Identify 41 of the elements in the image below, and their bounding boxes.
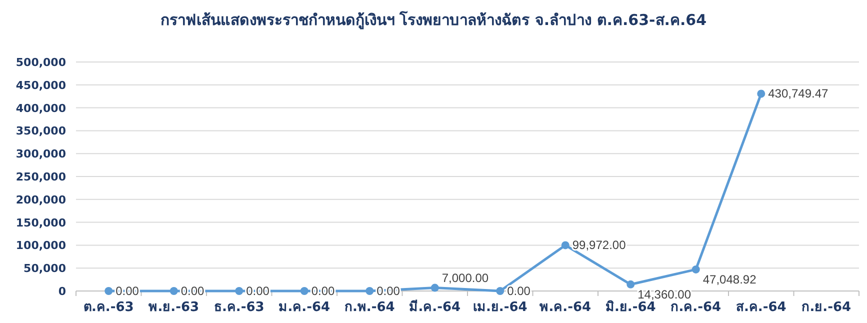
x-tick-label: ก.พ.-64 (344, 300, 395, 315)
data-label: 14,360.00 (638, 287, 692, 302)
point (692, 265, 700, 274)
data-label: 0.00 (507, 284, 531, 298)
x-tick-label: พ.ค.-64 (540, 300, 592, 315)
point (561, 241, 570, 250)
point (235, 287, 244, 295)
point (496, 287, 504, 295)
x-tick-label: พ.ย.-63 (148, 300, 200, 315)
y-tick-label: 450,000 (16, 78, 66, 92)
y-tick-label: 50,000 (24, 262, 66, 276)
y-tick-label: 0 (58, 285, 66, 298)
point (170, 287, 178, 295)
data-label: 99,972.00 (572, 238, 626, 252)
data-label: 430,749.47 (768, 86, 829, 101)
y-tick-label: 100,000 (16, 239, 66, 252)
x-tick-label: ก.ค.-64 (670, 300, 722, 315)
data-label: 7,000.00 (442, 270, 489, 285)
y-tick-label: 500,000 (16, 56, 66, 69)
x-tick-label: มิ.ย.-64 (605, 300, 656, 315)
x-tick-label: ก.ย.-64 (802, 300, 852, 315)
point (366, 287, 374, 295)
y-tick-label: 150,000 (16, 216, 66, 230)
x-tick-label: มี.ค.-64 (409, 299, 461, 315)
x-tick-label: ธ.ค.-63 (214, 300, 264, 315)
point (757, 90, 766, 98)
x-tick-label: ม.ค.-64 (278, 300, 330, 315)
point (626, 280, 635, 288)
point (104, 287, 113, 295)
y-tick-label: 300,000 (16, 148, 66, 161)
y-tick-label: 200,000 (16, 193, 66, 206)
x-tick-label: ส.ค.-64 (736, 300, 786, 315)
y-tick-label: 400,000 (16, 102, 66, 115)
data-label: 47,048.92 (702, 272, 757, 286)
point (300, 287, 308, 295)
chart-title: กราฟเส้นแสดงพระราชกำหนดกู้เงินฯ โรงพยาบาลห้างฉัตร จ.ลำปาง ต.ค.63-ส.ค.64 (160, 10, 707, 30)
y-tick-label: 350,000 (16, 124, 66, 138)
point (430, 284, 439, 292)
y-tick-label: 250,000 (16, 170, 66, 184)
x-tick-label: ต.ค.-63 (83, 300, 134, 315)
x-tick-label: เม.ย.-64 (472, 300, 528, 315)
